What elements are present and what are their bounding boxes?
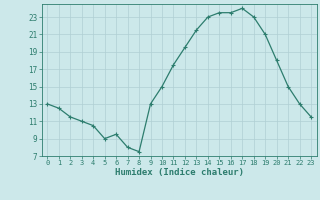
X-axis label: Humidex (Indice chaleur): Humidex (Indice chaleur) xyxy=(115,168,244,177)
